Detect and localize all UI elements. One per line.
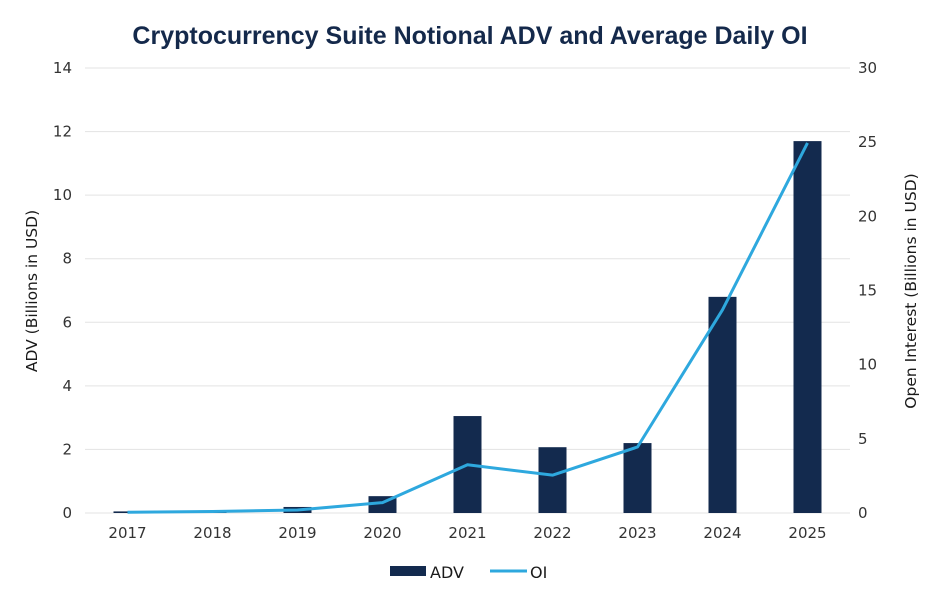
y-tick-label: 14: [53, 59, 72, 77]
adv-bars: [113, 141, 822, 513]
y-tick-label: 0: [62, 504, 72, 522]
y2-tick-label: 10: [858, 356, 877, 374]
legend-swatch-adv: [390, 566, 426, 576]
y2-tick-label: 30: [858, 59, 877, 77]
y2-tick-label: 25: [858, 133, 877, 151]
legend-label-oi: OI: [530, 563, 547, 582]
oi-line-layer: [127, 142, 809, 514]
y-tick-label: 6: [62, 313, 72, 331]
y2-tick-label: 5: [858, 430, 868, 448]
right-axis-ticks: 0 5 10 15 20 25 30: [858, 59, 877, 522]
y-tick-label: 10: [53, 186, 72, 204]
gridlines: [85, 67, 850, 514]
x-tick-label: 2023: [618, 524, 656, 542]
adv-bar: [623, 443, 652, 513]
adv-bar: [793, 141, 822, 513]
y2-tick-label: 0: [858, 504, 868, 522]
chart-title: Cryptocurrency Suite Notional ADV and Av…: [132, 22, 807, 50]
y-tick-label: 12: [53, 123, 72, 141]
y-axis-label: ADV (Billions in USD): [23, 210, 41, 372]
x-tick-label: 2021: [448, 524, 486, 542]
x-tick-label: 2020: [363, 524, 401, 542]
x-tick-label: 2018: [193, 524, 231, 542]
x-tick-label: 2017: [108, 524, 146, 542]
y2-tick-label: 20: [858, 207, 877, 225]
y-tick-label: 4: [62, 377, 72, 395]
y2-tick-label: 15: [858, 282, 877, 300]
x-tick-label: 2025: [788, 524, 826, 542]
adv-bar: [538, 447, 567, 513]
adv-bar: [708, 296, 737, 513]
y2-axis-label: Open Interest (Billions in USD): [902, 173, 920, 408]
legend: ADV OI: [390, 563, 547, 582]
x-tick-label: 2022: [533, 524, 571, 542]
y-tick-label: 8: [62, 250, 72, 268]
x-tick-label: 2019: [278, 524, 316, 542]
legend-label-adv: ADV: [430, 563, 464, 582]
x-axis-ticks: 2017 2018 2019 2020 2021 2022 2023 2024 2025: [108, 524, 826, 542]
left-axis-ticks: 0 2 4 6 8 10 12 14: [53, 59, 72, 522]
x-tick-label: 2024: [703, 524, 741, 542]
y-tick-label: 2: [62, 440, 72, 458]
